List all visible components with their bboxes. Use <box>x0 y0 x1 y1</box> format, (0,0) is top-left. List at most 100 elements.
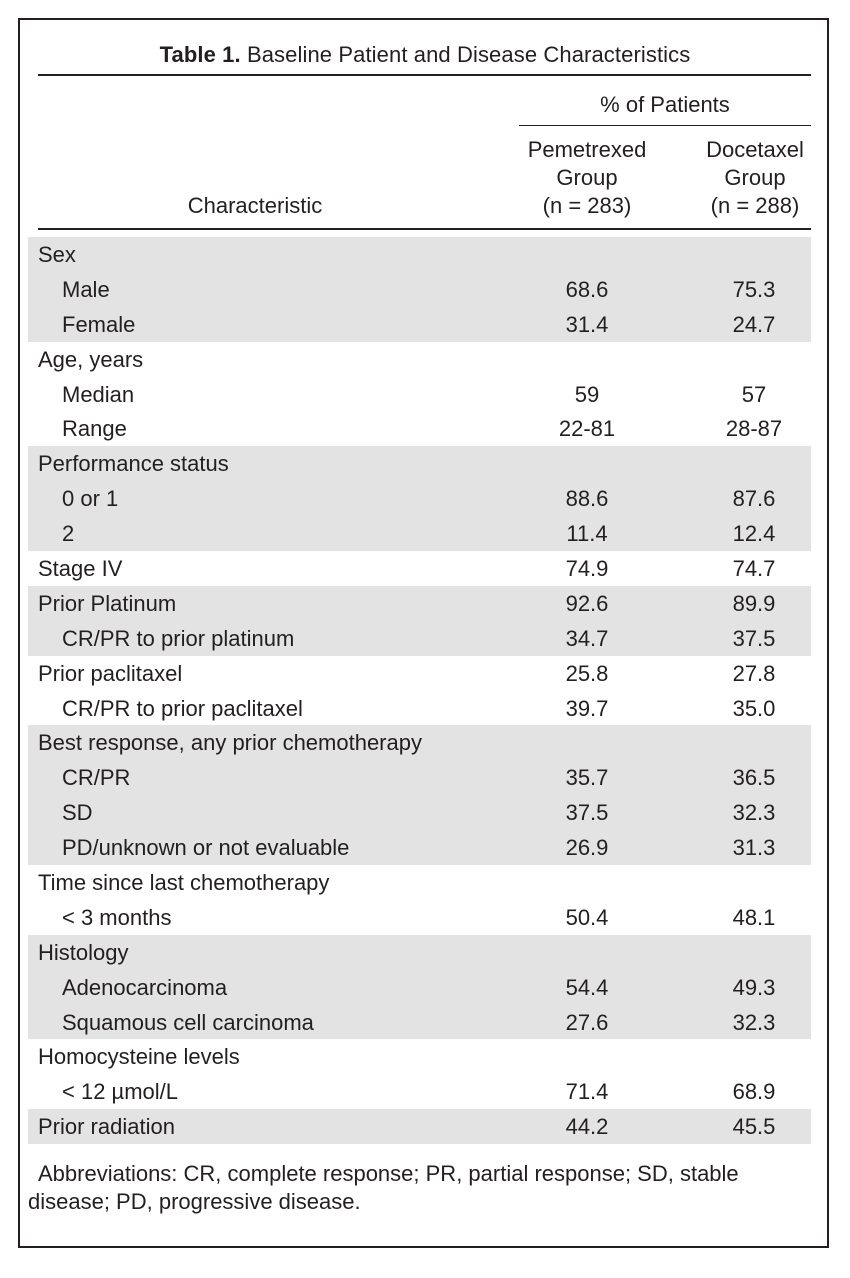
docetaxel-value: 57 <box>741 381 767 407</box>
docetaxel-value: 32.3 <box>732 1009 776 1035</box>
row-label: Stage IV <box>38 556 123 582</box>
table-row: CR/PR to prior paclitaxel 39.7 35.0 <box>28 691 811 726</box>
row-label: SD <box>62 800 93 826</box>
row-label: Best response, any prior chemotherapy <box>38 730 422 756</box>
docetaxel-value: 32.3 <box>732 800 776 826</box>
table-caption-label: Table 1. <box>159 42 241 67</box>
pemetrexed-header-line-2: Group <box>556 165 618 190</box>
table-row: Time since last chemotherapy <box>28 865 811 900</box>
table-row: 2 11.4 12.4 <box>28 516 811 552</box>
table-row: Male 68.6 75.3 <box>28 271 811 307</box>
pemetrexed-value: 27.6 <box>565 1009 609 1035</box>
row-label: < 3 months <box>62 904 172 930</box>
table-row: Adenocarcinoma 54.4 49.3 <box>28 969 811 1005</box>
docetaxel-value: 74.7 <box>732 556 776 582</box>
table-caption-text: Baseline Patient and Disease Characteris… <box>246 42 691 67</box>
footnote-line-1: Abbreviations: CR, complete response; PR… <box>38 1161 739 1186</box>
pemetrexed-value: 11.4 <box>566 521 608 547</box>
docetaxel-value: 28-87 <box>725 416 783 442</box>
table-row: SD 37.5 32.3 <box>28 795 811 831</box>
docetaxel-header-line-1: Docetaxel <box>706 137 804 162</box>
footnote-line-2: disease; PD, progressive disease. <box>28 1189 361 1214</box>
pemetrexed-value: 44.2 <box>565 1114 609 1140</box>
docetaxel-value: 35.0 <box>732 695 776 721</box>
row-label: PD/unknown or not evaluable <box>62 835 350 861</box>
table-row: < 12 µmol/L 71.4 68.9 <box>28 1074 811 1109</box>
row-label: Homocysteine levels <box>38 1044 240 1070</box>
row-label: Prior radiation <box>38 1114 175 1140</box>
table-row: Age, years <box>28 342 811 377</box>
pemetrexed-value: 35.7 <box>565 765 609 791</box>
docetaxel-value: 87.6 <box>732 486 776 512</box>
pemetrexed-value: 50.4 <box>565 904 609 930</box>
pemetrexed-value: 92.6 <box>565 590 609 616</box>
table-row: Median 59 57 <box>28 377 811 412</box>
row-label: 2 <box>62 521 75 547</box>
table-row: CR/PR 35.7 36.5 <box>28 760 811 796</box>
table-row: Histology <box>28 934 811 970</box>
caption-rule <box>38 74 811 76</box>
row-label: Range <box>62 416 127 442</box>
row-label: Squamous cell carcinoma <box>62 1009 314 1035</box>
docetaxel-value: 68.9 <box>732 1079 776 1105</box>
docetaxel-value: 24.7 <box>732 311 776 337</box>
row-label: CR/PR <box>62 765 131 791</box>
table-row: Performance status <box>28 446 811 482</box>
pemetrexed-value: 88.6 <box>565 486 609 512</box>
header-rule <box>38 228 811 230</box>
docetaxel-group-header: Docetaxel Group (n = 288) <box>680 136 830 220</box>
table-row: Prior Platinum 92.6 89.9 <box>28 585 811 621</box>
table-row: Prior paclitaxel 25.8 27.8 <box>28 656 811 691</box>
table-body: Sex Male 68.6 75.3 Female 31.4 24.7 Age, years M… <box>28 237 811 1145</box>
row-label: Male <box>62 276 110 302</box>
table-row: Range 22-81 28-87 <box>28 411 811 446</box>
table-row: Best response, any prior chemotherapy <box>28 725 811 761</box>
row-label: Female <box>62 311 136 337</box>
table-caption: Table 1. Baseline Patient and Disease Ch… <box>0 42 850 68</box>
row-label: < 12 µmol/L <box>62 1079 179 1105</box>
row-label: Time since last chemotherapy <box>38 870 330 896</box>
table-row: 0 or 1 88.6 87.6 <box>28 481 811 517</box>
table-row: Squamous cell carcinoma 27.6 32.3 <box>28 1004 811 1040</box>
row-label: Sex <box>38 242 76 267</box>
docetaxel-value: 49.3 <box>732 974 776 1000</box>
table-footnote: Abbreviations: CR, complete response; PR… <box>28 1160 818 1216</box>
pemetrexed-header-line-3: (n = 283) <box>542 193 632 218</box>
row-label: Histology <box>38 939 129 965</box>
pemetrexed-value: 37.5 <box>565 800 609 826</box>
docetaxel-value: 75.3 <box>732 276 776 302</box>
row-label: 0 or 1 <box>62 486 119 512</box>
pemetrexed-value: 34.7 <box>565 625 609 651</box>
row-label: Adenocarcinoma <box>62 974 228 1000</box>
docetaxel-value: 31.3 <box>732 835 776 861</box>
pemetrexed-value: 74.9 <box>565 556 609 582</box>
pemetrexed-value: 54.4 <box>565 974 609 1000</box>
row-label: CR/PR to prior paclitaxel <box>62 695 303 721</box>
pemetrexed-header-line-1: Pemetrexed <box>527 137 647 162</box>
docetaxel-value: 37.5 <box>732 625 776 651</box>
docetaxel-value: 89.9 <box>732 590 776 616</box>
pemetrexed-value: 59 <box>574 381 600 407</box>
row-label: Performance status <box>38 451 229 477</box>
characteristic-header: Characteristic <box>187 193 323 218</box>
pemetrexed-value: 22-81 <box>558 416 616 442</box>
docetaxel-header-line-3: (n = 288) <box>710 193 800 218</box>
docetaxel-value: 27.8 <box>732 660 776 686</box>
pemetrexed-value: 71.4 <box>565 1079 609 1105</box>
pemetrexed-value: 68.6 <box>565 276 609 302</box>
docetaxel-value: 48.1 <box>732 904 776 930</box>
table-row: Sex <box>28 237 811 272</box>
pct-header-rule <box>519 125 811 126</box>
row-label: Prior Platinum <box>38 590 177 616</box>
table-row: Stage IV 74.9 74.7 <box>28 551 811 586</box>
docetaxel-value: 45.5 <box>732 1114 776 1140</box>
pemetrexed-value: 25.8 <box>565 660 609 686</box>
docetaxel-value: 36.5 <box>732 765 776 791</box>
pemetrexed-value: 31.4 <box>565 311 609 337</box>
table-row: PD/unknown or not evaluable 26.9 31.3 <box>28 830 811 866</box>
table-row: < 3 months 50.4 48.1 <box>28 900 811 935</box>
row-label: CR/PR to prior platinum <box>62 625 295 651</box>
pemetrexed-value: 39.7 <box>565 695 609 721</box>
table-row: CR/PR to prior platinum 34.7 37.5 <box>28 620 811 656</box>
docetaxel-value: 12.4 <box>732 521 776 547</box>
